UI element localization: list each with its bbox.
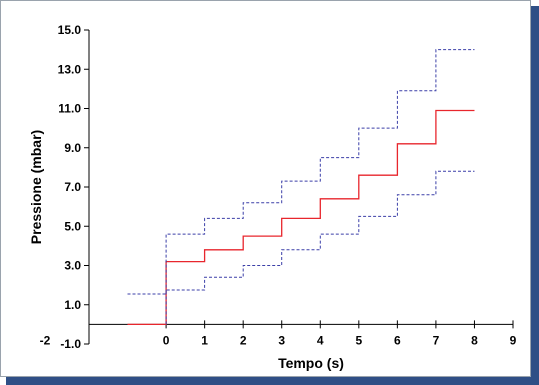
y-tick-label: -1.0 (60, 337, 81, 351)
series-line-2 (166, 171, 474, 324)
series-line-0 (128, 111, 475, 325)
y-tick-label: 5.0 (64, 219, 81, 233)
tick-labels: -1.0 1.0 3.0 5.0 7.0 9.0 11.0 13.0 15.0 -2 0 1 2 3 4 5 6… (40, 23, 517, 351)
x-tick-label: 6 (394, 333, 401, 347)
axes (84, 30, 513, 344)
y-tick-label: 1.0 (64, 298, 81, 312)
x-tick-label: 1 (201, 333, 208, 347)
x-tick-label: -2 (40, 333, 51, 347)
y-tick-label: 7.0 (64, 180, 81, 194)
y-tick-label: 13.0 (58, 62, 82, 76)
x-tick-label: 4 (317, 333, 324, 347)
x-tick-label: 9 (510, 333, 517, 347)
y-tick-label: 11.0 (58, 102, 81, 116)
x-axis-title: Tempo (s) (278, 355, 344, 371)
x-tick-label: 7 (433, 333, 440, 347)
x-tick-label: 8 (471, 333, 478, 347)
y-axis-title: Pressione (mbar) (28, 130, 44, 244)
x-tick-label: 0 (163, 333, 170, 347)
series-layer (128, 50, 475, 325)
y-tick-label: 3.0 (64, 259, 81, 273)
x-tick-label: 3 (278, 333, 285, 347)
y-tick-label: 9.0 (64, 141, 81, 155)
x-tick-label: 5 (355, 333, 362, 347)
x-tick-label: 2 (240, 333, 247, 347)
y-tick-label: 15.0 (58, 23, 82, 37)
series-line-1 (128, 50, 475, 294)
